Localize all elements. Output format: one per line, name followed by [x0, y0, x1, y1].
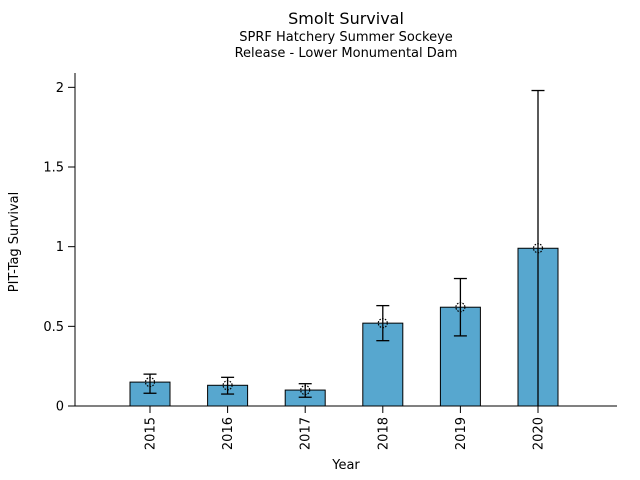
- point-marker-2015: [144, 377, 156, 388]
- y-tick-label-2: 2: [56, 81, 64, 96]
- y-tick-label-0: 0: [56, 400, 64, 415]
- y-tick-label-0.5: 0.5: [43, 320, 64, 335]
- point-marker-2019: [455, 302, 466, 313]
- x-tick-label-2020: 2020: [532, 417, 547, 450]
- x-tick-label-2017: 2017: [299, 417, 314, 450]
- y-axis-label: PIT-Tag Survival: [7, 191, 22, 293]
- x-tick-label-2015: 2015: [144, 417, 159, 450]
- x-tick-label-2018: 2018: [376, 417, 391, 450]
- x-axis-label: Year: [332, 458, 360, 473]
- y-tick-label-1: 1: [56, 240, 64, 255]
- chart-subtitle-line-1: SPRF Hatchery Summer Sockeye: [239, 30, 453, 45]
- point-marker-2016: [222, 380, 233, 391]
- y-tick-label-1.5: 1.5: [43, 161, 64, 176]
- chart-title: Smolt Survival: [288, 9, 404, 28]
- point-marker-2017: [300, 384, 311, 396]
- x-tick-label-2016: 2016: [221, 417, 236, 450]
- x-tick-label-2019: 2019: [454, 417, 469, 450]
- point-marker-2020: [532, 243, 544, 254]
- chart-subtitle-line-2: Release - Lower Monumental Dam: [234, 46, 458, 61]
- point-marker-2018: [377, 318, 388, 329]
